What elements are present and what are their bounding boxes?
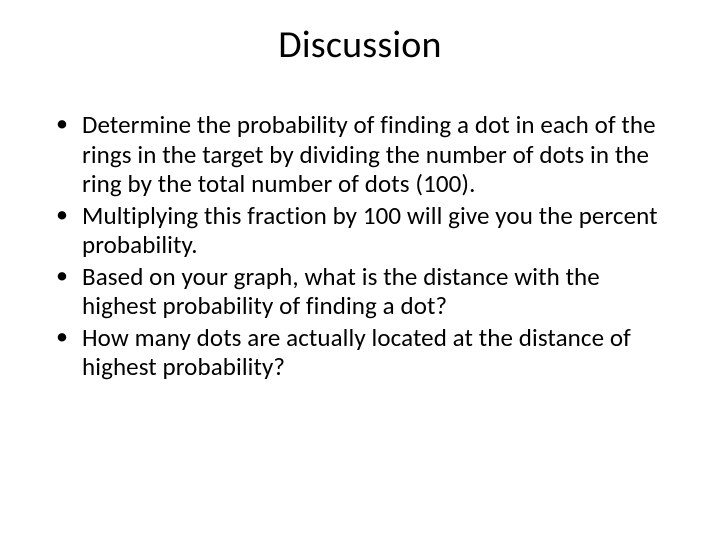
slide: Discussion Determine the probability of … bbox=[0, 0, 720, 540]
bullet-item: How many dots are actually located at th… bbox=[54, 323, 678, 382]
slide-title: Discussion bbox=[42, 22, 678, 68]
bullet-item: Multiplying this fraction by 100 will gi… bbox=[54, 201, 678, 260]
bullet-item: Determine the probability of finding a d… bbox=[54, 110, 678, 199]
bullet-list: Determine the probability of finding a d… bbox=[42, 110, 678, 382]
bullet-item: Based on your graph, what is the distanc… bbox=[54, 262, 678, 321]
